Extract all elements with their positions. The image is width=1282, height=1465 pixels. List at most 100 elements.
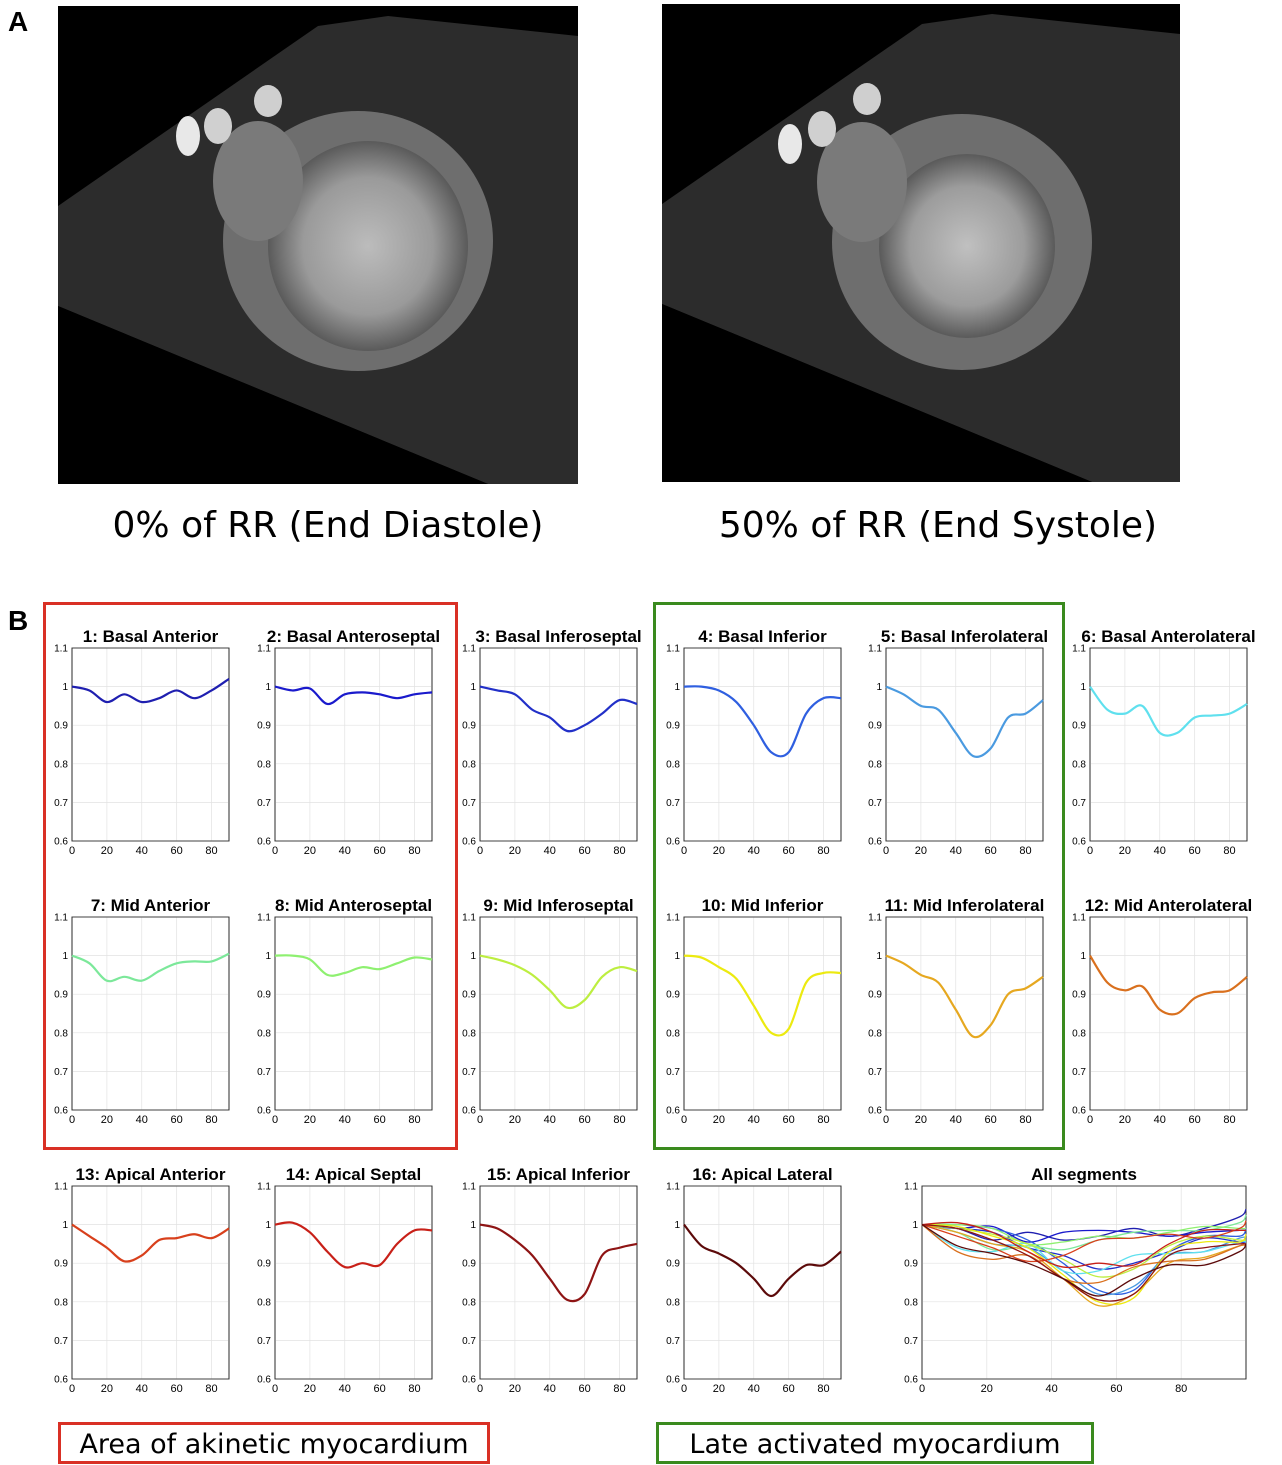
x-tick-label: 80	[817, 1114, 829, 1126]
plot-border	[885, 916, 1044, 1111]
y-tick-label: 1.1	[54, 1182, 68, 1193]
y-tick-label: 0.7	[462, 1067, 476, 1078]
x-tick-label: 60	[783, 1114, 795, 1126]
y-tick-label: 0.9	[462, 721, 476, 732]
plot-border	[921, 1185, 1247, 1380]
y-tick-label: 1	[470, 951, 476, 962]
y-tick-label: 1	[1080, 951, 1086, 962]
x-tick-label: 0	[681, 845, 687, 857]
y-tick-label: 0.6	[462, 1106, 476, 1117]
y-tick-label: 1.1	[1072, 644, 1086, 655]
x-tick-label: 0	[883, 845, 889, 857]
x-tick-label: 60	[1189, 1114, 1201, 1126]
y-tick-label: 1	[674, 951, 680, 962]
y-tick-label: 0.9	[666, 1259, 680, 1270]
y-tick-label: 1.1	[257, 913, 271, 924]
y-tick-label: 0.9	[257, 721, 271, 732]
y-tick-label: 0.9	[868, 990, 882, 1001]
y-tick-label: 1	[876, 951, 882, 962]
x-tick-label: 0	[69, 1114, 75, 1126]
y-tick-label: 0.6	[54, 1375, 68, 1386]
y-tick-label: 1	[265, 1220, 271, 1231]
y-tick-label: 0.6	[257, 837, 271, 848]
segment-plot-4: 0.6 0.7 0.8 0.9 1 1.1 0 20 40 60 80 4: Basal Inferi…	[666, 627, 842, 857]
y-tick-label: 0.6	[868, 1106, 882, 1117]
x-tick-label: 0	[272, 1383, 278, 1395]
x-tick-label: 40	[1154, 1114, 1166, 1126]
plot-title: 14: Apical Septal	[286, 1165, 421, 1184]
plot-border	[1089, 647, 1248, 842]
x-tick-label: 0	[477, 1114, 483, 1126]
segment-line	[479, 954, 638, 1010]
x-tick-label: 80	[1223, 845, 1235, 857]
all-segments-line-12	[921, 1224, 1247, 1284]
plot-border	[71, 1185, 230, 1380]
segment-line	[71, 677, 230, 704]
y-tick-label: 0.9	[257, 990, 271, 1001]
y-tick-label: 0.7	[257, 1336, 271, 1347]
y-tick-label: 1	[265, 951, 271, 962]
x-tick-label: 80	[817, 845, 829, 857]
y-tick-label: 1	[876, 682, 882, 693]
segment-plot-2: 0.6 0.7 0.8 0.9 1 1.1 0 20 40 60 80 2: Basal Antero…	[257, 627, 440, 857]
y-tick-label: 0.7	[904, 1336, 918, 1347]
all-segments-line-11	[921, 1223, 1247, 1307]
x-tick-label: 40	[136, 1383, 148, 1395]
plot-frame	[683, 916, 842, 1111]
y-tick-label: 0.8	[257, 759, 271, 770]
x-tick-label: 20	[713, 845, 725, 857]
y-tick-label: 0.8	[666, 1297, 680, 1308]
ct-image-end-systole	[662, 4, 1180, 482]
x-tick-label: 40	[339, 845, 351, 857]
x-tick-label: 80	[205, 1383, 217, 1395]
segment-line	[1089, 955, 1248, 1016]
y-tick-label: 0.8	[462, 1297, 476, 1308]
x-tick-label: 80	[408, 1114, 420, 1126]
plot-border	[71, 647, 230, 842]
plot-border	[1089, 916, 1248, 1111]
y-tick-label: 1	[62, 1220, 68, 1231]
plot-border	[683, 647, 842, 842]
plot-frame	[479, 1185, 638, 1380]
x-tick-label: 40	[339, 1383, 351, 1395]
x-tick-label: 60	[783, 845, 795, 857]
y-tick-label: 1.1	[54, 644, 68, 655]
y-tick-label: 1.1	[257, 644, 271, 655]
panel-label-a: A	[8, 6, 29, 37]
plot-frame	[885, 916, 1044, 1111]
y-tick-label: 0.9	[54, 990, 68, 1001]
x-tick-label: 20	[713, 1114, 725, 1126]
all-segments-line-15	[921, 1223, 1247, 1302]
y-tick-label: 1.1	[666, 1182, 680, 1193]
y-tick-label: 0.9	[904, 1259, 918, 1270]
plot-title: 2: Basal Anteroseptal	[267, 627, 440, 646]
x-tick-label: 0	[1087, 1114, 1093, 1126]
y-tick-label: 1	[62, 682, 68, 693]
plot-frame	[683, 1185, 842, 1380]
x-tick-label: 60	[579, 1114, 591, 1126]
x-tick-label: 80	[1019, 1114, 1031, 1126]
segment-plot-1: 0.6 0.7 0.8 0.9 1 1.1 0 20 40 60 80 1: Basal Anteri…	[54, 627, 230, 857]
plot-title: 8: Mid Anteroseptal	[275, 896, 432, 915]
all-segments-line-10	[921, 1223, 1247, 1306]
y-tick-label: 1	[674, 682, 680, 693]
segment-line	[683, 1223, 842, 1298]
x-tick-label: 60	[374, 1114, 386, 1126]
y-tick-label: 1.1	[1072, 913, 1086, 924]
y-tick-label: 0.9	[54, 1259, 68, 1270]
plot-title: 1: Basal Anterior	[83, 627, 219, 646]
y-tick-label: 0.6	[666, 837, 680, 848]
x-tick-label: 60	[171, 845, 183, 857]
plot-frame	[274, 916, 433, 1111]
y-tick-label: 0.6	[462, 1375, 476, 1386]
x-tick-label: 20	[509, 1383, 521, 1395]
y-tick-label: 0.6	[666, 1106, 680, 1117]
y-tick-label: 0.7	[257, 798, 271, 809]
plot-border	[274, 916, 433, 1111]
plot-title: 3: Basal Inferoseptal	[475, 627, 641, 646]
y-tick-label: 1	[265, 682, 271, 693]
segment-plot-3: 0.6 0.7 0.8 0.9 1 1.1 0 20 40 60 80 3: Basal Infero…	[462, 627, 642, 857]
plot-frame	[274, 647, 433, 842]
y-tick-label: 1.1	[868, 644, 882, 655]
plot-frame	[921, 1185, 1247, 1380]
